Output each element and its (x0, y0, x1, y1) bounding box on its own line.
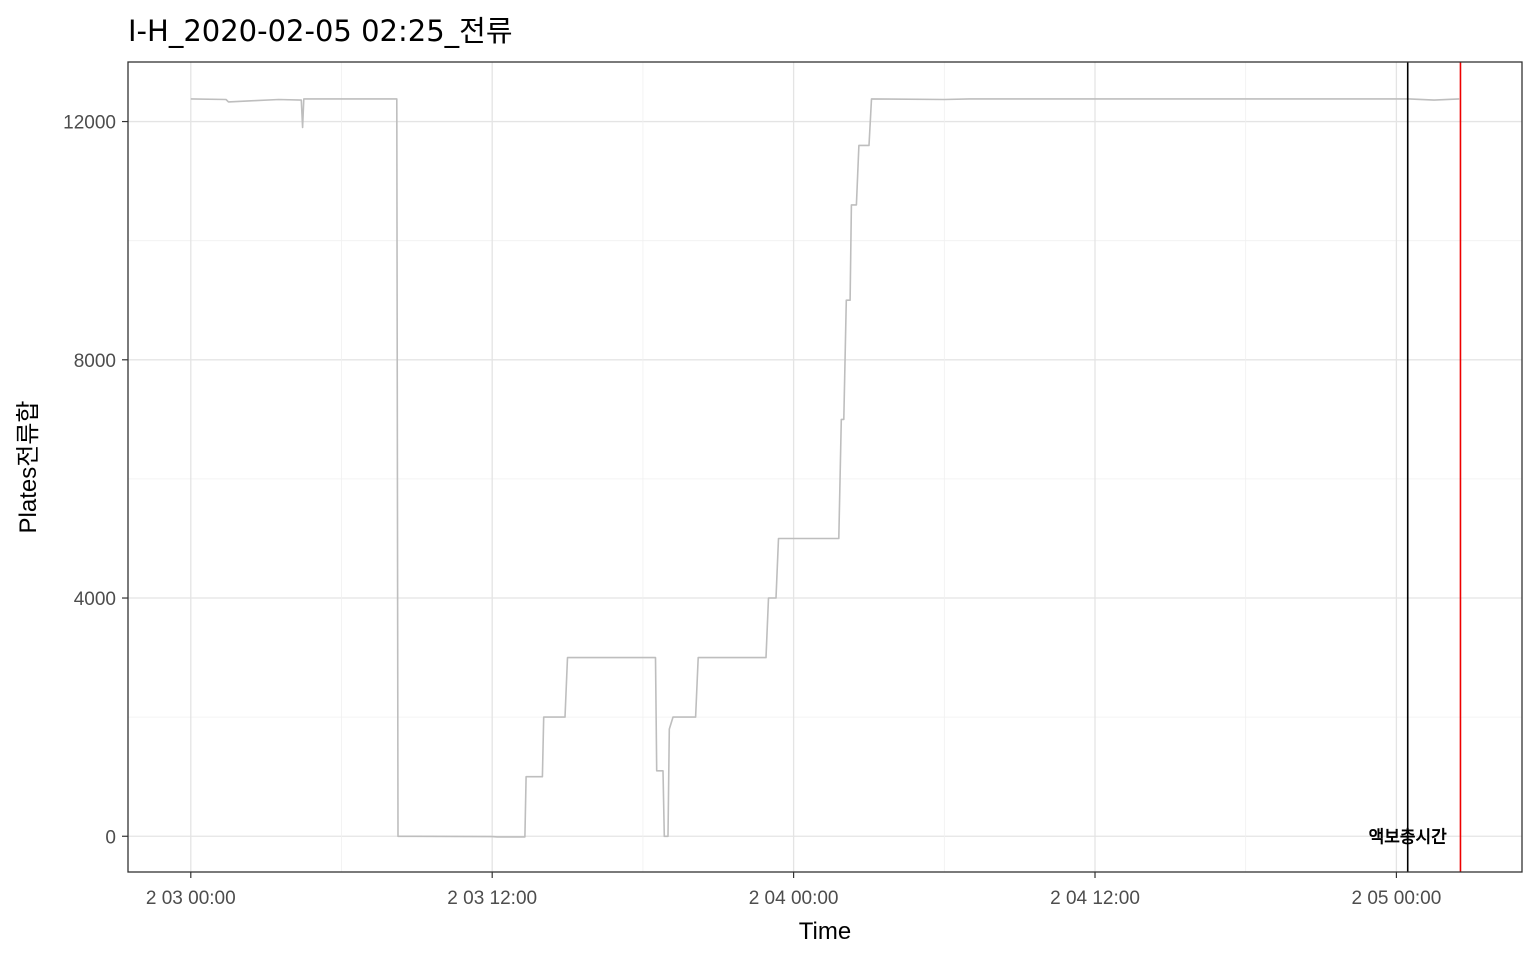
y-tick-label: 4000 (74, 589, 116, 610)
x-tick-label: 2 03 12:00 (447, 888, 537, 909)
annotations: 액보충시간 (1369, 827, 1448, 847)
x-tick-label: 2 04 12:00 (1050, 888, 1140, 909)
y-tick-label: 8000 (74, 351, 116, 372)
grid-lines (128, 62, 1522, 872)
x-axis-title: Time (799, 918, 851, 945)
x-tick-label: 2 03 00:00 (146, 888, 236, 909)
x-tick-label: 2 04 00:00 (749, 888, 839, 909)
x-axis: 2 03 00:00 2 03 12:00 2 04 00:00 2 04 12:00… (146, 872, 1441, 909)
plot-panel (128, 62, 1522, 872)
x-tick-label: 2 05 00:00 (1352, 888, 1442, 909)
series-layer (190, 98, 1460, 838)
y-axis-title: Plates전류합 (15, 401, 42, 534)
plot-border (127, 61, 1523, 873)
y-axis: 0 4000 8000 12000 (63, 113, 128, 848)
y-tick-label: 12000 (63, 113, 116, 134)
annotation-label: 액보충시간 (1369, 827, 1448, 847)
reference-lines (1406, 62, 1462, 872)
series-line-0 (190, 98, 1460, 838)
chart-title: I-H_2020-02-05 02:25_전류 (128, 14, 513, 48)
y-tick-label: 0 (105, 827, 116, 848)
